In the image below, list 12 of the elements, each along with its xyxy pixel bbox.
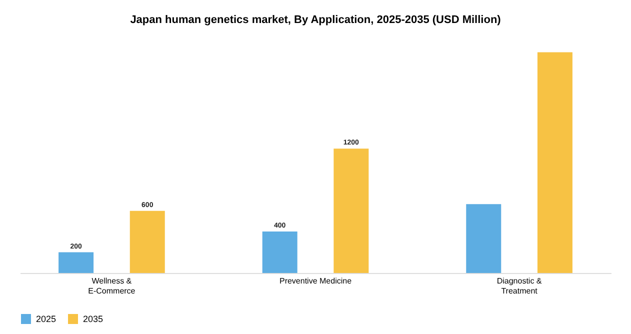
bar — [537, 52, 572, 273]
x-tick-label: Preventive Medicine — [279, 276, 352, 286]
bar — [262, 232, 298, 273]
bar — [58, 252, 94, 273]
x-tick-label: Diagnostic & Treatment — [496, 276, 542, 296]
legend-label: 2025 — [36, 314, 56, 324]
bar — [130, 210, 165, 273]
bar — [334, 148, 369, 273]
chart-title: Japan human genetics market, By Application, 2025-2035 (USD Million) — [130, 14, 502, 26]
x-tick-label: Wellness & E-Commerce — [88, 276, 136, 296]
bar — [466, 204, 502, 273]
legend-label: 2035 — [83, 314, 104, 324]
